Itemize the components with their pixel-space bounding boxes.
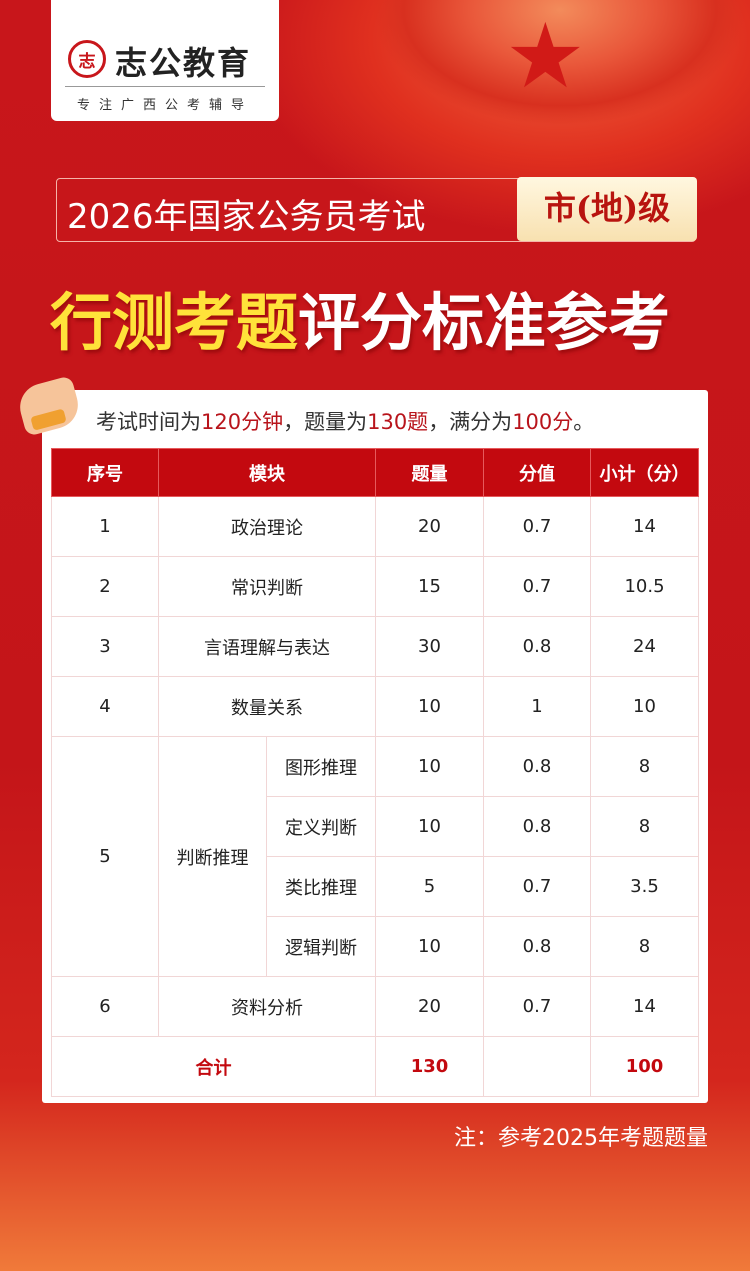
cell-score: 0.7 xyxy=(483,856,591,917)
table-row: 逻辑判断 10 0.8 8 xyxy=(52,916,699,977)
logo-slogan: 专注广西公考辅导 xyxy=(76,98,253,113)
cell-count: 10 xyxy=(375,736,484,797)
cell-submodule: 逻辑判断 xyxy=(266,916,376,977)
logo: 志 志公教育 专注广西公考辅导 xyxy=(51,0,279,121)
logo-name: 志公教育 xyxy=(115,44,252,82)
cell-subtotal: 14 xyxy=(590,496,699,557)
cell-score: 0.7 xyxy=(483,976,591,1037)
divider xyxy=(65,86,265,87)
cell-module: 资料分析 xyxy=(158,976,376,1037)
cell-subtotal: 8 xyxy=(590,736,699,797)
intro-count: 130题 xyxy=(367,410,429,434)
header-cell: 题量 xyxy=(375,448,484,497)
cell-no: 3 xyxy=(51,616,159,677)
intro-text: 考试时间为 xyxy=(96,410,201,434)
star-icon: ★ xyxy=(505,4,586,109)
exam-intro: 考试时间为120分钟，题量为130题，满分为100分。 xyxy=(96,406,696,436)
table-row: 6 资料分析 20 0.7 14 xyxy=(51,976,699,1037)
cell-count: 20 xyxy=(375,976,484,1037)
total-label: 合计 xyxy=(51,1036,376,1097)
logo-seal-icon: 志 xyxy=(68,40,106,78)
footnote: 注：参考2025年考题题量 xyxy=(454,1126,708,1151)
cell-count: 30 xyxy=(375,616,484,677)
cell-count: 10 xyxy=(375,676,484,737)
cell-subtotal: 10 xyxy=(590,676,699,737)
cell-score: 0.7 xyxy=(483,496,591,557)
cell-subtotal: 8 xyxy=(590,916,699,977)
intro-full-score: 100分 xyxy=(512,410,574,434)
header-cell: 模块 xyxy=(158,448,376,497)
header-cell: 分值 xyxy=(483,448,591,497)
cell-score: 0.8 xyxy=(483,796,591,857)
cell-count: 20 xyxy=(375,496,484,557)
cell-module: 言语理解与表达 xyxy=(158,616,376,677)
table-row: 类比推理 5 0.7 3.5 xyxy=(52,856,699,917)
cell-submodule: 定义判断 xyxy=(266,796,376,857)
cell-no: 5 xyxy=(51,736,159,977)
main-title-yellow: 行测考题 xyxy=(50,286,299,359)
main-title: 行测考题评分标准参考 xyxy=(50,272,710,362)
table-row: 3 言语理解与表达 30 0.8 24 xyxy=(51,616,699,677)
total-row: 合计 130 100 xyxy=(51,1036,699,1097)
score-card: 考试时间为120分钟，题量为130题，满分为100分。 序号 模块 题量 分值 … xyxy=(14,375,708,1103)
cell-empty xyxy=(483,1036,591,1097)
cell-score: 0.8 xyxy=(483,616,591,677)
cell-count: 10 xyxy=(375,916,484,977)
table-row: 1 政治理论 20 0.7 14 xyxy=(51,496,699,557)
intro-text: ，满分为 xyxy=(428,410,513,434)
cell-module: 数量关系 xyxy=(158,676,376,737)
cell-subtotal: 10.5 xyxy=(590,556,699,617)
title-box: 2026年国家公务员考试 市(地)级 xyxy=(56,177,697,242)
table-row: 5 判断推理 图形推理 10 0.8 8 xyxy=(51,736,699,977)
cell-module: 政治理论 xyxy=(158,496,376,557)
cell-submodule: 类比推理 xyxy=(266,856,376,917)
cell-score: 0.8 xyxy=(483,736,591,797)
total-subtotal: 100 xyxy=(590,1036,699,1097)
header-cell: 小计（分） xyxy=(590,448,699,497)
cell-score: 0.7 xyxy=(483,556,591,617)
table-row: 2 常识判断 15 0.7 10.5 xyxy=(51,556,699,617)
cell-subtotal: 3.5 xyxy=(590,856,699,917)
table-row: 定义判断 10 0.8 8 xyxy=(52,796,699,857)
score-table: 序号 模块 题量 分值 小计（分） 1 政治理论 20 0.7 14 2 常识判断 15 0.7… xyxy=(51,448,699,1097)
level-tag: 市(地)级 xyxy=(517,177,697,241)
table-row: 4 数量关系 10 1 10 xyxy=(51,676,699,737)
cell-no: 4 xyxy=(51,676,159,737)
main-title-white: 评分标准参考 xyxy=(298,286,671,359)
cell-no: 1 xyxy=(51,496,159,557)
cell-count: 15 xyxy=(375,556,484,617)
title-line: 2026年国家公务员考试 xyxy=(67,197,426,237)
intro-duration: 120分钟 xyxy=(201,410,284,434)
cell-subtotal: 8 xyxy=(590,796,699,857)
table-header: 序号 模块 题量 分值 小计（分） xyxy=(51,448,699,497)
cell-submodule: 图形推理 xyxy=(266,736,376,797)
cell-module: 常识判断 xyxy=(158,556,376,617)
header-cell: 序号 xyxy=(51,448,159,497)
cell-module: 判断推理 xyxy=(158,736,267,977)
pointing-hand-icon xyxy=(14,375,84,437)
cell-no: 2 xyxy=(51,556,159,617)
intro-text: 。 xyxy=(573,410,595,434)
cell-count: 5 xyxy=(375,856,484,917)
cell-subtotal: 24 xyxy=(590,616,699,677)
cell-subtotal: 14 xyxy=(590,976,699,1037)
cell-score: 1 xyxy=(483,676,591,737)
cell-no: 6 xyxy=(51,976,159,1037)
total-count: 130 xyxy=(375,1036,484,1097)
cell-score: 0.8 xyxy=(483,916,591,977)
intro-text: ，题量为 xyxy=(283,410,368,434)
cell-count: 10 xyxy=(375,796,484,857)
